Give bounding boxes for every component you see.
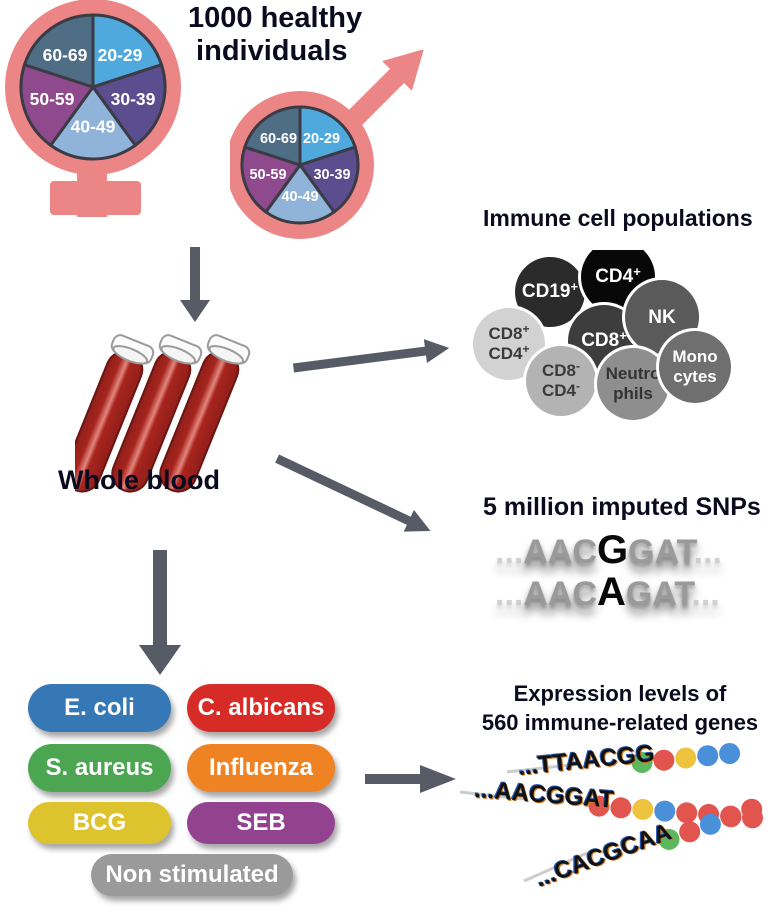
svg-text:Neutro: Neutro [606, 364, 661, 383]
svg-text:cytes: cytes [673, 367, 716, 386]
svg-text:phils: phils [613, 384, 653, 403]
svg-text:CD4-: CD4- [542, 379, 580, 400]
svg-text:...TTAACGG: ...TTAACGG [517, 740, 656, 781]
svg-text:...CACGCAA: ...CACGCAA [532, 818, 675, 892]
svg-text:NK: NK [648, 307, 676, 328]
svg-text:Mono: Mono [672, 347, 717, 366]
svg-text:CD8-: CD8- [542, 359, 580, 380]
svg-text:...AACGGAT: ...AACGGAT [474, 776, 616, 814]
svg-text:CD19+: CD19+ [522, 279, 579, 302]
